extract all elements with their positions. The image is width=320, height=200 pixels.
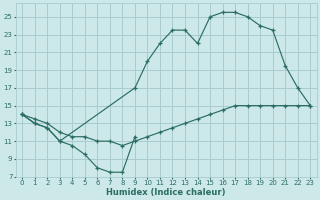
X-axis label: Humidex (Indice chaleur): Humidex (Indice chaleur) (107, 188, 226, 197)
